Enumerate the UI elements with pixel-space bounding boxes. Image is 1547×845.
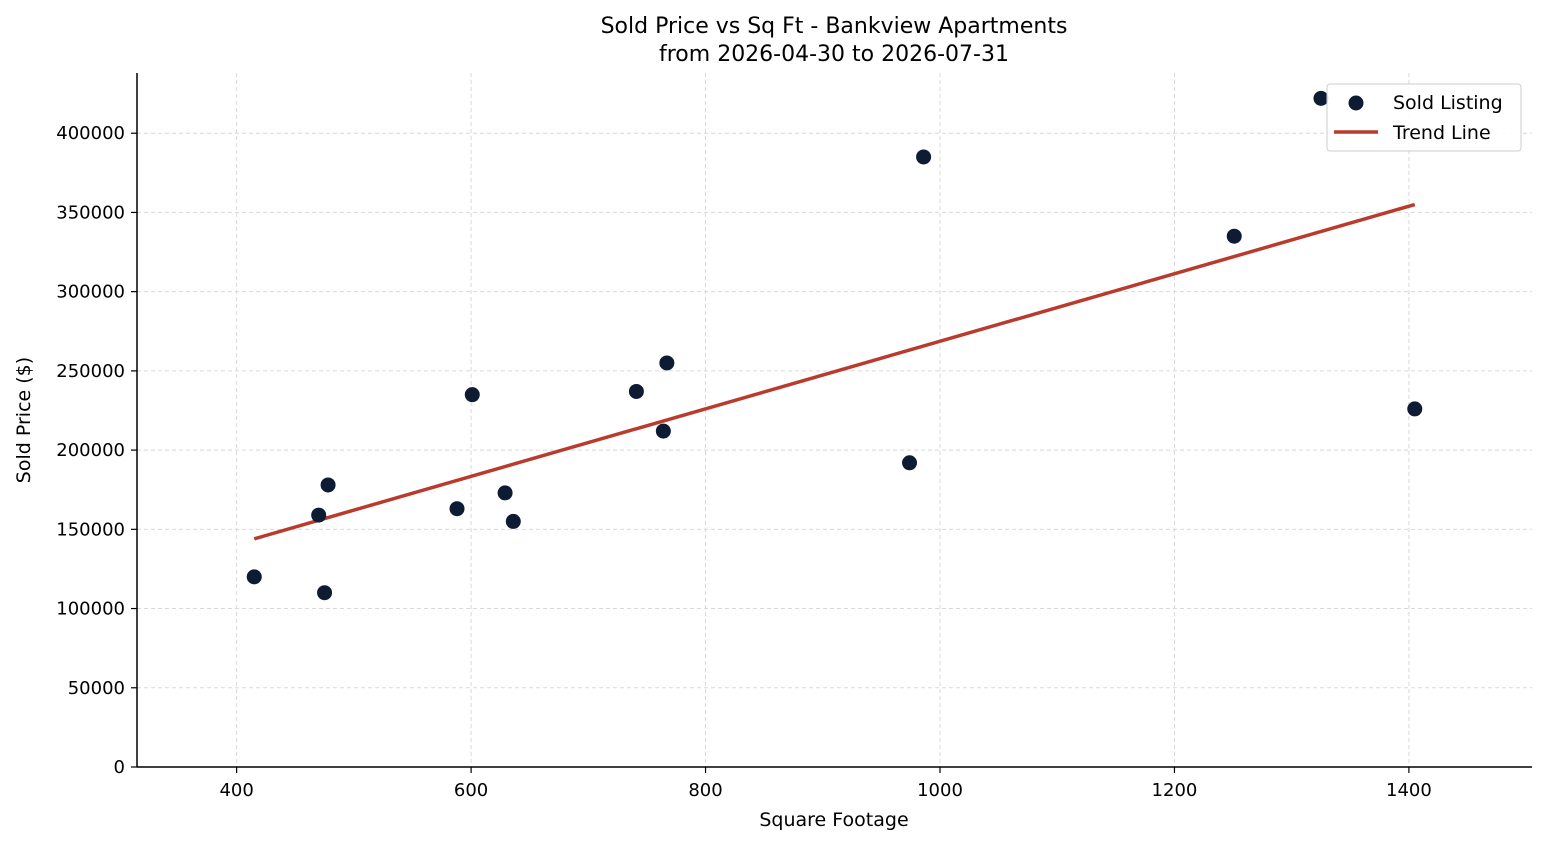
scatter-point — [902, 455, 918, 471]
legend-label-sold-listing: Sold Listing — [1393, 92, 1503, 114]
scatter-point — [1407, 401, 1423, 417]
chart-title: Sold Price vs Sq Ft - Bankview Apartment… — [601, 14, 1068, 39]
scatter-point — [464, 387, 480, 403]
x-tick-label: 800 — [688, 780, 722, 801]
scatter-point — [320, 477, 336, 493]
x-tick-label: 1000 — [917, 780, 963, 801]
scatter-point — [449, 501, 465, 517]
y-tick-label: 200000 — [56, 440, 125, 461]
scatter-point — [246, 569, 262, 585]
legend-marker-sold-listing — [1348, 95, 1364, 111]
x-tick-label: 1200 — [1152, 780, 1198, 801]
scatter-point — [916, 149, 932, 165]
scatter-point — [1313, 90, 1329, 106]
y-tick-label: 300000 — [56, 282, 125, 303]
x-tick-label: 400 — [219, 780, 253, 801]
y-axis-label: Sold Price ($) — [13, 357, 35, 483]
scatter-point — [628, 383, 644, 399]
scatter-point — [1226, 228, 1242, 244]
x-tick-label: 600 — [454, 780, 488, 801]
y-tick-label: 250000 — [56, 361, 125, 382]
legend: Sold Listing Trend Line — [1326, 83, 1522, 152]
scatter-point — [505, 513, 521, 529]
trend-line — [253, 202, 1416, 541]
x-tick-label: 1400 — [1386, 780, 1432, 801]
y-tick-label: 350000 — [56, 202, 125, 223]
y-tick-label: 400000 — [56, 123, 125, 144]
scatter-point — [311, 507, 327, 523]
y-tick-label: 100000 — [56, 599, 125, 620]
scatter-point — [497, 485, 513, 501]
data-layer — [246, 90, 1423, 601]
y-tick-label: 0 — [114, 757, 125, 778]
axes: 400 600 800 1000 1200 1400 0 50000 100000 150000 2… — [56, 73, 1532, 801]
y-tick-label: 50000 — [68, 678, 125, 699]
scatter-point — [655, 423, 671, 439]
legend-label-trend-line: Trend Line — [1392, 122, 1491, 144]
grid — [137, 73, 1532, 767]
x-axis-label: Square Footage — [759, 809, 908, 831]
scatter-point — [659, 355, 675, 371]
scatter-point — [317, 585, 333, 601]
chart-subtitle: from 2026-04-30 to 2026-07-31 — [659, 42, 1009, 67]
legend-box — [1326, 83, 1522, 152]
y-tick-label: 150000 — [56, 519, 125, 540]
